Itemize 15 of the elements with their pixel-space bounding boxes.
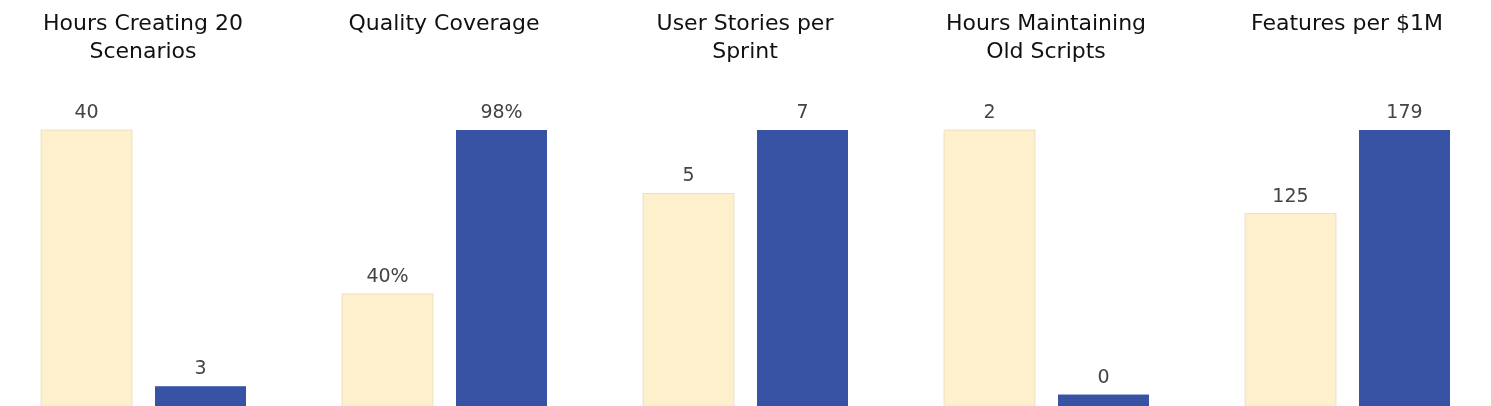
data-label: 5 (682, 163, 695, 186)
data-label: 125 (1272, 183, 1309, 206)
data-label: 2 (983, 100, 996, 122)
chart-title: Quality Coverage (348, 10, 540, 35)
data-label: 179 (1386, 100, 1423, 122)
data-label: 0 (1097, 364, 1110, 387)
data-label: 98% (480, 100, 523, 122)
chart-title: Features per $1M (1250, 10, 1444, 35)
chart-title: Hours Maintaining Old Scripts (945, 10, 1147, 63)
data-label: 7 (796, 100, 809, 122)
chart-title: Hours Creating 20 Scenarios (42, 10, 244, 63)
data-label: 40% (366, 263, 409, 286)
data-label: 40 (74, 100, 99, 122)
chart-title: User Stories per Sprint (656, 10, 835, 63)
data-label: 3 (194, 356, 207, 379)
